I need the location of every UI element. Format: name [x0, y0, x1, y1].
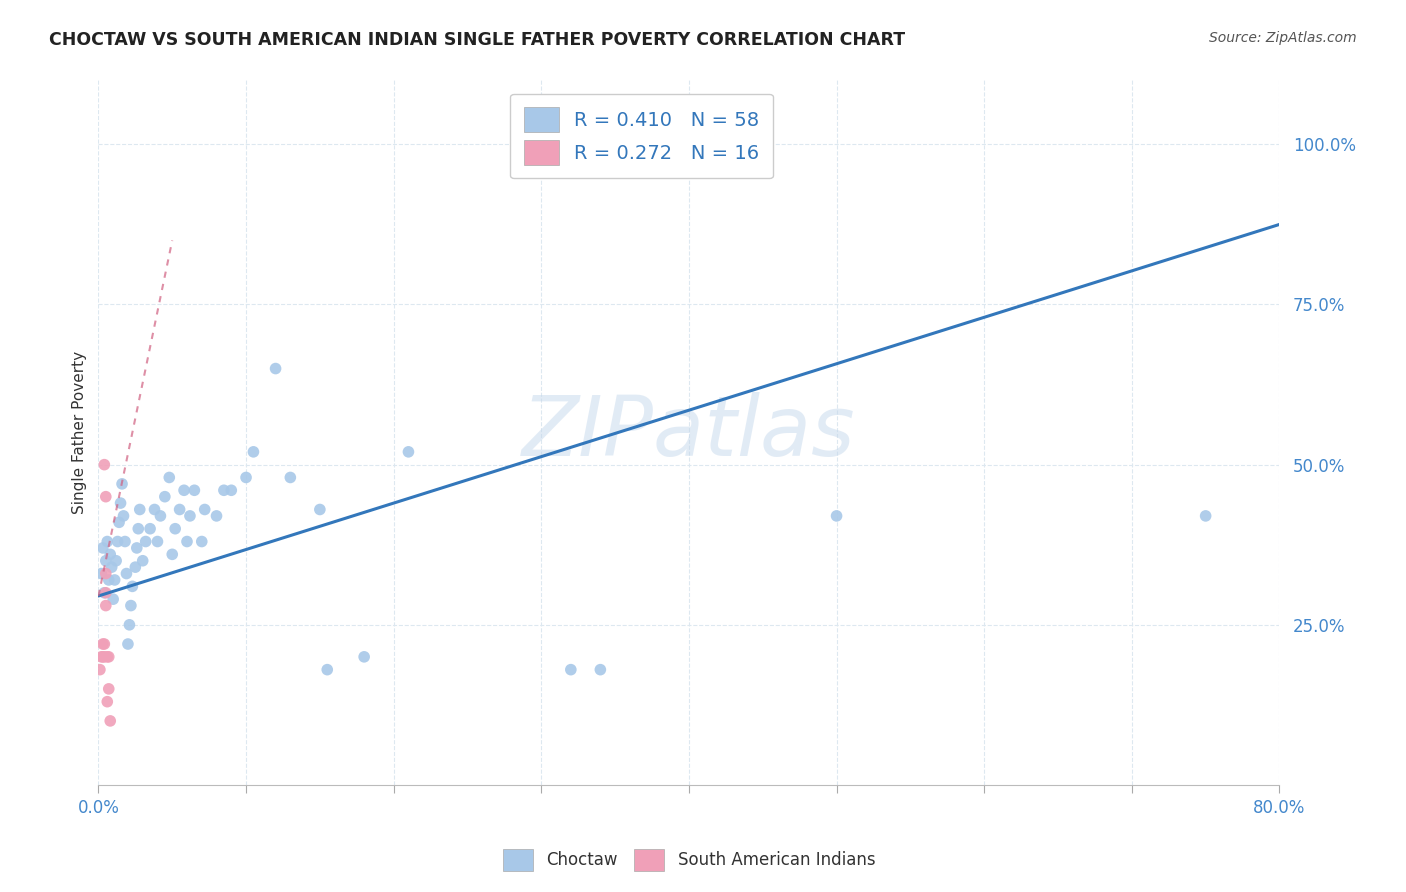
Point [280, 470, 302, 484]
Point [124, 560, 146, 574]
Point [97, 573, 120, 587]
Point [139, 522, 162, 536]
Point [94, 586, 117, 600]
Point [353, 649, 375, 664]
Point [205, 508, 228, 523]
Point [112, 508, 135, 523]
Y-axis label: Single Father Poverty: Single Father Poverty [72, 351, 87, 514]
Point [93, 586, 115, 600]
Point [235, 470, 257, 484]
Point [132, 554, 155, 568]
Point [179, 508, 201, 523]
Point [120, 599, 142, 613]
Point [96, 695, 118, 709]
Point [169, 502, 191, 516]
Point [96, 649, 118, 664]
Point [191, 534, 214, 549]
Point [398, 445, 420, 459]
Point [173, 483, 195, 498]
Point [98, 547, 121, 561]
Point [94, 566, 117, 581]
Point [221, 483, 243, 498]
Point [264, 361, 287, 376]
Point [242, 445, 264, 459]
Text: CHOCTAW VS SOUTH AMERICAN INDIAN SINGLE FATHER POVERTY CORRELATION CHART: CHOCTAW VS SOUTH AMERICAN INDIAN SINGLE … [49, 31, 905, 49]
Point [560, 663, 582, 677]
Point [94, 490, 117, 504]
Point [115, 566, 138, 581]
Point [1195, 508, 1218, 523]
Point [108, 516, 131, 530]
Point [111, 476, 134, 491]
Point [90, 566, 112, 581]
Point [97, 649, 120, 664]
Point [118, 617, 141, 632]
Point [143, 502, 166, 516]
Point [316, 663, 339, 677]
Point [91, 541, 114, 555]
Point [117, 637, 139, 651]
Point [107, 534, 129, 549]
Point [89, 663, 111, 677]
Point [183, 483, 205, 498]
Point [93, 649, 115, 664]
Text: ZIPatlas: ZIPatlas [522, 392, 856, 473]
Point [96, 534, 118, 549]
Point [309, 502, 332, 516]
Point [162, 547, 183, 561]
Point [93, 637, 115, 651]
Point [94, 554, 117, 568]
Point [103, 592, 125, 607]
Point [94, 599, 117, 613]
Point [90, 649, 112, 664]
Point [110, 496, 132, 510]
Point [105, 554, 128, 568]
Point [125, 541, 148, 555]
Point [149, 508, 172, 523]
Point [153, 490, 176, 504]
Point [176, 534, 198, 549]
Point [127, 522, 149, 536]
Point [104, 573, 127, 587]
Point [121, 579, 143, 593]
Point [100, 560, 122, 574]
Point [114, 534, 136, 549]
Point [91, 637, 114, 651]
Point [91, 649, 114, 664]
Point [135, 534, 157, 549]
Text: Source: ZipAtlas.com: Source: ZipAtlas.com [1209, 31, 1357, 45]
Point [93, 458, 115, 472]
Legend: Choctaw, South American Indians: Choctaw, South American Indians [496, 843, 882, 878]
Point [212, 483, 235, 498]
Point [128, 502, 150, 516]
Point [98, 714, 121, 728]
Point [589, 663, 612, 677]
Point [146, 534, 169, 549]
Point [165, 522, 187, 536]
Point [97, 681, 120, 696]
Point [157, 470, 180, 484]
Point [825, 508, 848, 523]
Point [194, 502, 217, 516]
